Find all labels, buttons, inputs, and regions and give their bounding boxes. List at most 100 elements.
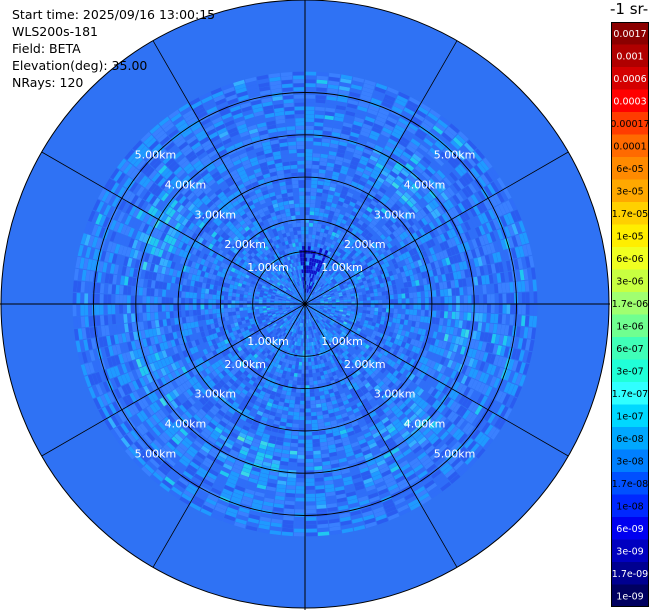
gate-cell [345, 239, 351, 245]
gate-cell [446, 174, 455, 184]
gate-cell [413, 304, 418, 310]
gate-cell [374, 239, 380, 246]
gate-cell [294, 400, 300, 405]
gate-cell [342, 161, 350, 168]
gate-cell [313, 274, 316, 279]
gate-cell [456, 295, 460, 304]
gate-cell [360, 176, 368, 183]
gate-cell [518, 304, 522, 315]
gate-cell [498, 203, 507, 215]
gate-cell [424, 256, 430, 264]
gate-cell [417, 162, 427, 171]
gate-cell [371, 169, 380, 177]
gate-cell [510, 304, 515, 315]
gate-cell [337, 201, 344, 207]
gate-cell [429, 230, 436, 239]
gate-cell [311, 296, 315, 300]
gate-cell [379, 253, 386, 260]
gate-cell [359, 225, 366, 232]
gate-cell [307, 293, 310, 297]
gate-cell [467, 219, 475, 230]
gate-cell [348, 262, 353, 268]
gate-cell [490, 313, 495, 323]
gate-cell [373, 257, 379, 263]
gate-cell [428, 178, 437, 187]
gate-cell [411, 183, 420, 192]
gate-cell [336, 266, 341, 271]
gate-cell [316, 83, 328, 88]
gate-cell [305, 489, 315, 494]
gate-cell [346, 249, 352, 255]
gate-cell [349, 91, 361, 98]
gate-cell [330, 278, 335, 282]
gate-cell [421, 304, 425, 310]
gate-cell [339, 259, 344, 264]
gate-cell [440, 296, 445, 304]
gate-cell [464, 172, 474, 183]
gate-cell [459, 295, 464, 304]
gate-cell [316, 290, 320, 294]
gate-cell [335, 156, 344, 162]
gate-cell [525, 304, 530, 315]
gate-cell [327, 242, 332, 248]
gate-cell [357, 249, 363, 255]
gate-cell [392, 192, 401, 200]
gate-cell [394, 124, 405, 133]
gate-cell [469, 153, 479, 165]
gate-cell [308, 277, 311, 282]
gate-cell [307, 346, 310, 351]
gate-cell [375, 213, 383, 221]
gate-cell [422, 156, 432, 166]
gate-cell [440, 304, 445, 311]
gate-cell [393, 203, 401, 211]
gate-cell [318, 286, 322, 291]
gate-cell [409, 304, 414, 310]
gate-cell [323, 288, 328, 292]
gate-cell [346, 107, 357, 113]
gate-cell [482, 234, 489, 245]
gate-cell [321, 291, 325, 295]
gate-cell [358, 234, 365, 241]
gate-cell [439, 116, 451, 126]
gate-cell [296, 474, 305, 479]
gate-cell [462, 211, 471, 221]
gate-cell [295, 489, 305, 494]
gate-cell [305, 137, 313, 142]
gate-cell [286, 489, 296, 494]
gate-cell [305, 118, 314, 122]
gate-cell [298, 431, 305, 436]
gate-cell [431, 199, 440, 208]
gate-cell [299, 412, 305, 417]
gate-cell [450, 156, 460, 166]
gate-cell [367, 270, 372, 276]
gate-cell [404, 148, 414, 157]
gate-cell [324, 267, 328, 272]
gate-cell [325, 272, 330, 277]
gate-cell [314, 271, 318, 275]
gate-cell [385, 90, 398, 99]
gate-cell [461, 145, 472, 156]
gate-cell [334, 116, 344, 122]
gate-cell [309, 281, 311, 286]
gate-cell [310, 404, 316, 409]
gate-cell [305, 358, 308, 362]
gate-cell [321, 146, 330, 151]
gate-cell [358, 102, 369, 109]
gate-cell [329, 276, 334, 281]
gate-cell [297, 377, 302, 382]
gate-cell [425, 223, 433, 232]
gate-cell [388, 226, 395, 233]
gate-cell [374, 245, 380, 252]
gate-cell [346, 146, 355, 153]
gate-cell [313, 262, 316, 267]
gate-cell [392, 149, 402, 158]
gate-cell [305, 172, 312, 177]
gate-cell [414, 191, 423, 200]
gate-cell [355, 145, 364, 152]
gate-cell [339, 173, 347, 179]
gate-cell [347, 205, 354, 211]
gate-cell [452, 216, 460, 226]
gate-cell [382, 267, 388, 274]
gate-cell [326, 162, 335, 168]
gate-cell [356, 200, 363, 207]
